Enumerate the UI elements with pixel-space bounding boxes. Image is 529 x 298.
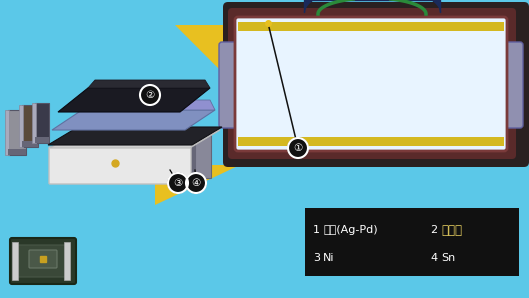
Text: ③: ③	[174, 178, 183, 188]
Bar	[238, 137, 504, 146]
Polygon shape	[50, 130, 220, 148]
Circle shape	[168, 173, 188, 193]
Bar	[238, 22, 504, 31]
FancyBboxPatch shape	[29, 250, 57, 268]
FancyBboxPatch shape	[228, 8, 516, 159]
Bar	[195, 135, 211, 178]
Bar	[0, 55, 130, 210]
Text: 3: 3	[313, 253, 320, 263]
Bar	[22, 141, 38, 147]
Circle shape	[140, 85, 160, 105]
Text: 2: 2	[430, 225, 437, 235]
Bar	[19, 105, 23, 147]
Text: ①: ①	[294, 143, 303, 153]
Text: ④: ④	[191, 178, 200, 188]
Polygon shape	[58, 88, 210, 112]
Text: 전극(Ag-Pd): 전극(Ag-Pd)	[323, 225, 378, 235]
Polygon shape	[155, 165, 240, 205]
Bar	[32, 103, 36, 143]
Text: Sn: Sn	[441, 253, 455, 263]
Text: 4: 4	[430, 253, 437, 263]
Bar	[35, 103, 49, 143]
FancyBboxPatch shape	[223, 2, 529, 167]
Bar	[64, 242, 70, 280]
Text: Ni: Ni	[323, 253, 334, 263]
Bar	[305, 208, 519, 276]
FancyBboxPatch shape	[219, 42, 245, 128]
Polygon shape	[175, 25, 230, 80]
Bar	[22, 105, 38, 147]
Bar	[12, 242, 18, 280]
Polygon shape	[52, 110, 215, 130]
Polygon shape	[88, 80, 210, 88]
FancyBboxPatch shape	[497, 42, 523, 128]
FancyBboxPatch shape	[49, 147, 191, 184]
Circle shape	[288, 138, 308, 158]
Polygon shape	[115, 25, 529, 205]
Text: 보호체: 보호체	[441, 224, 462, 237]
Polygon shape	[48, 127, 222, 145]
FancyBboxPatch shape	[235, 17, 507, 151]
Text: 1: 1	[313, 225, 320, 235]
Polygon shape	[82, 100, 215, 110]
FancyBboxPatch shape	[17, 245, 69, 277]
Bar	[5, 110, 9, 155]
Bar	[8, 149, 26, 155]
Bar	[35, 137, 49, 143]
Circle shape	[186, 173, 206, 193]
Bar	[182, 138, 202, 183]
Text: ②: ②	[145, 90, 154, 100]
Bar	[8, 110, 26, 155]
FancyBboxPatch shape	[10, 238, 76, 284]
